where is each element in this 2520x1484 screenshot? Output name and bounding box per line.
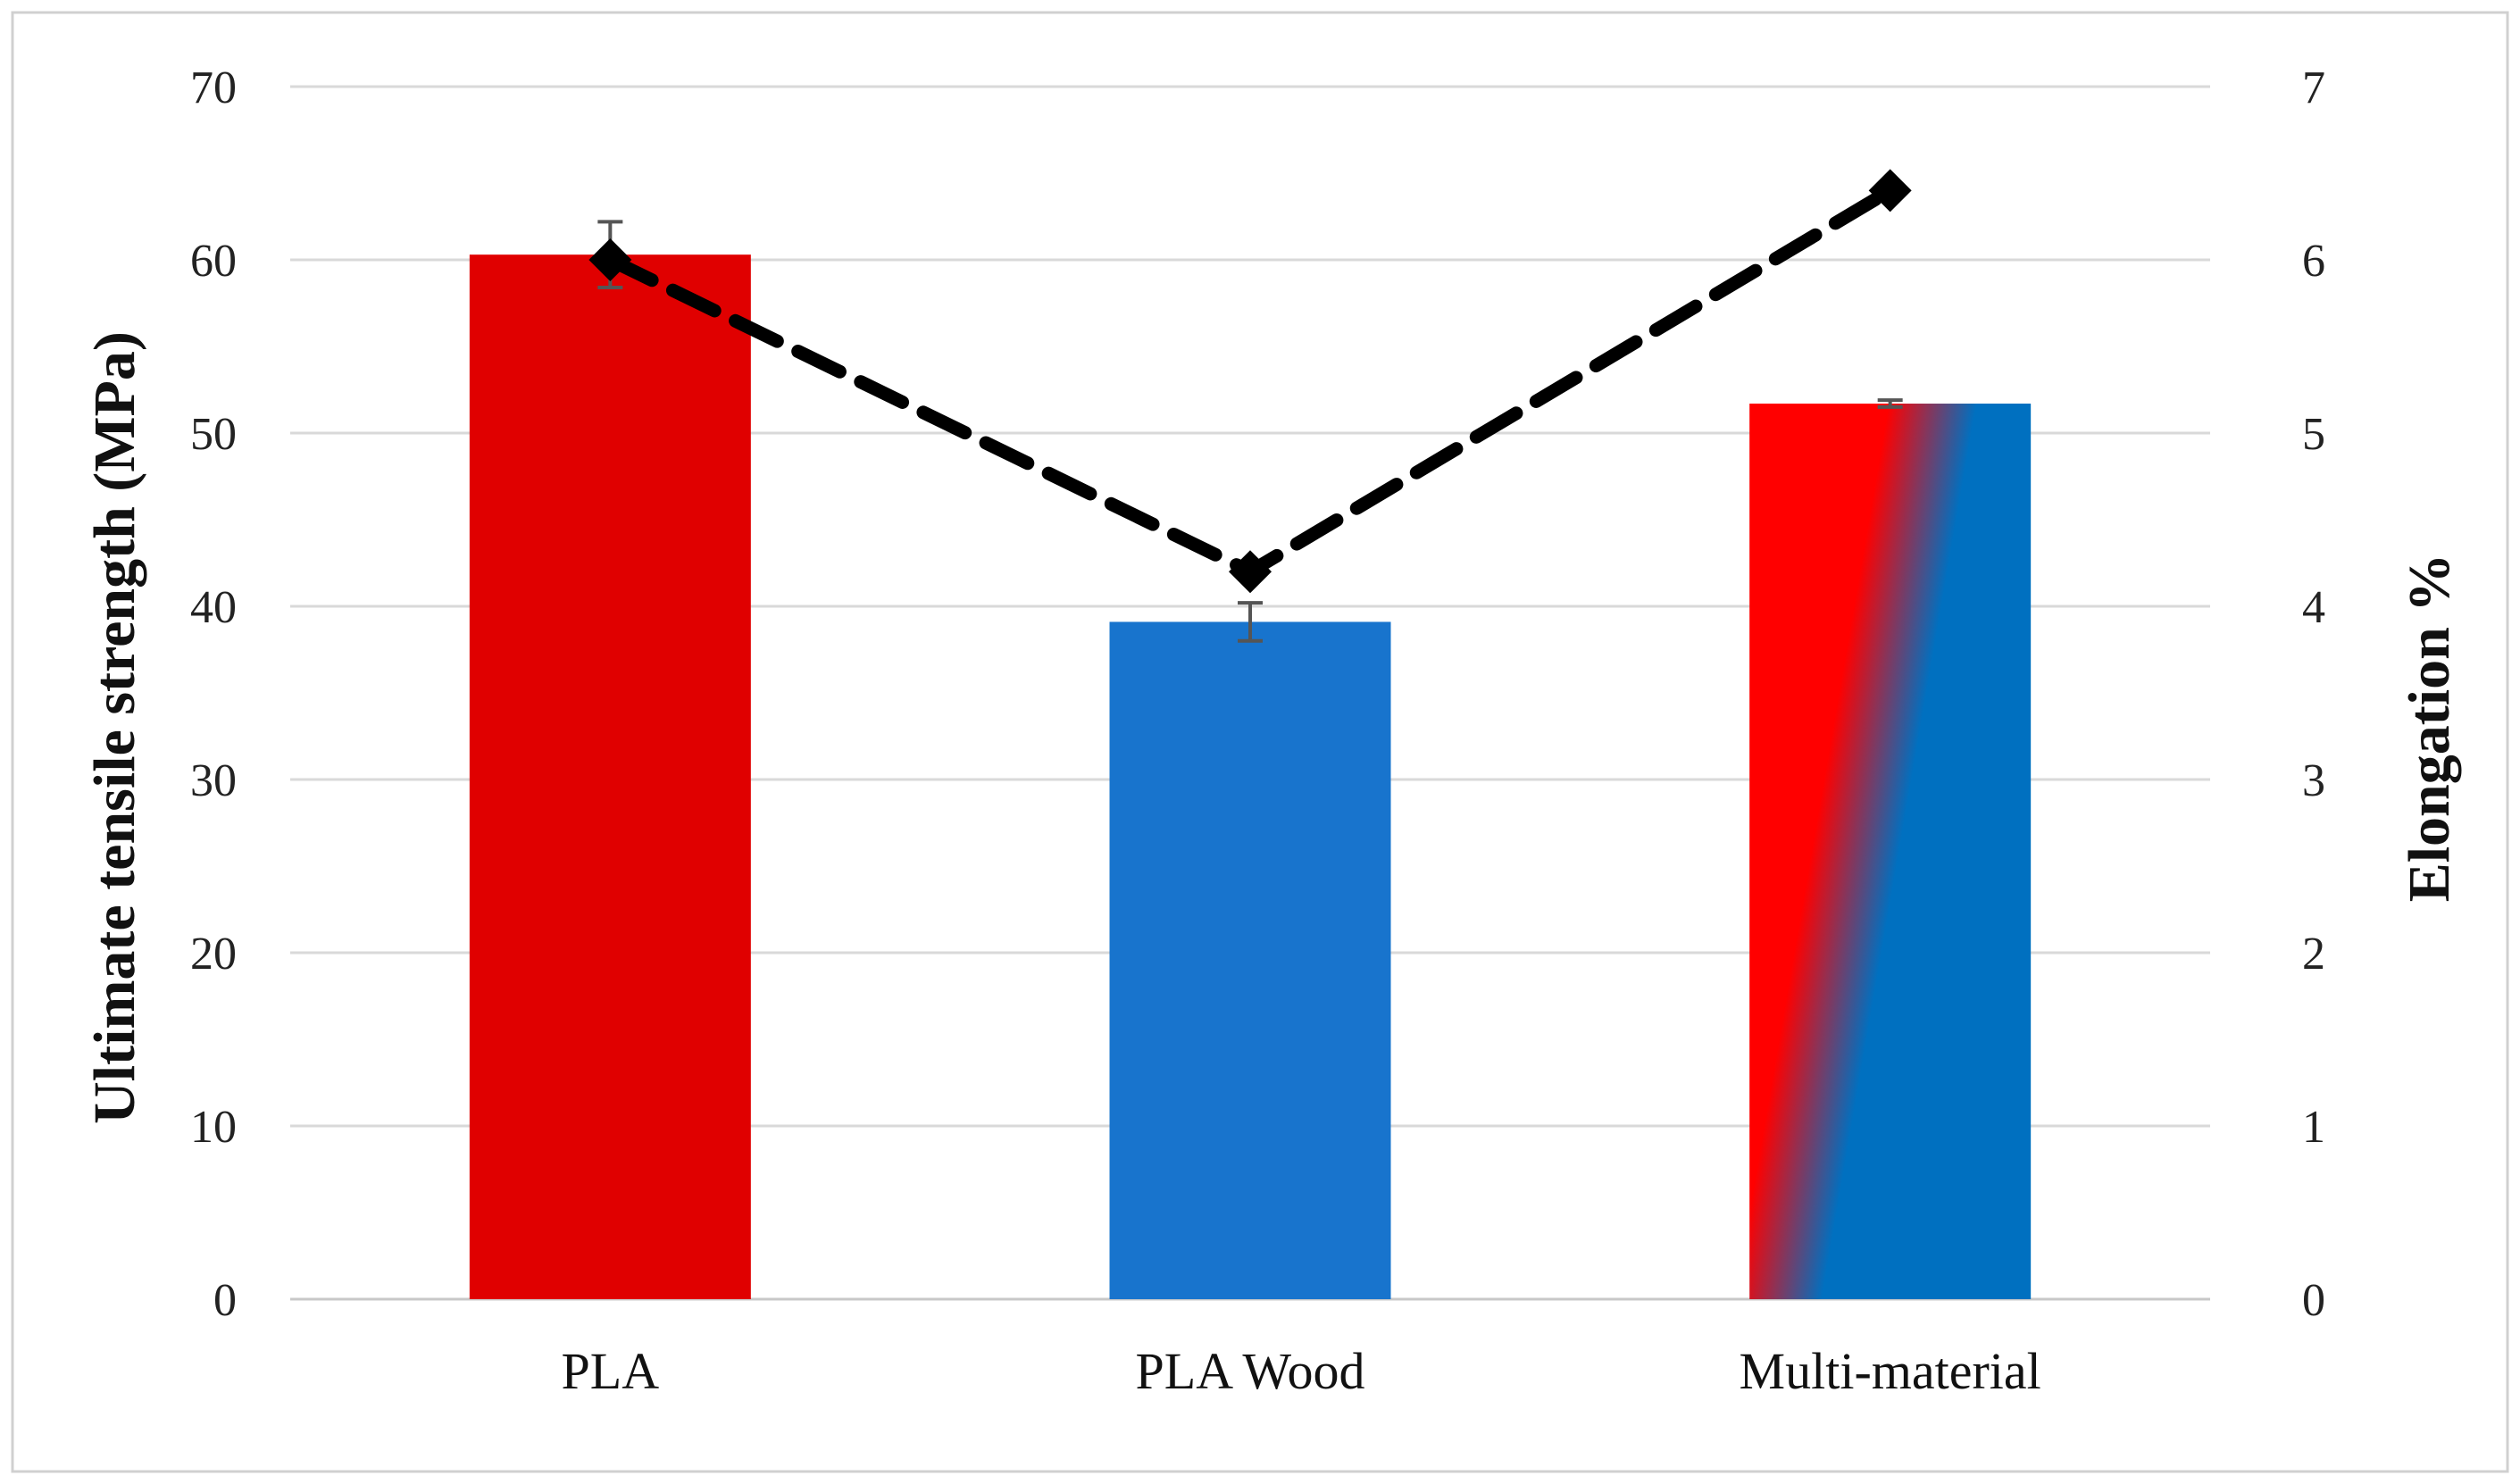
elongation-markers bbox=[588, 169, 1912, 594]
y-tick-label-right: 3 bbox=[2302, 755, 2325, 806]
elongation-marker bbox=[1868, 169, 1912, 213]
category-label: Multi-material bbox=[1740, 1342, 2041, 1400]
category-label: PLA bbox=[562, 1342, 660, 1400]
y-tick-label-right: 7 bbox=[2302, 63, 2325, 113]
bar bbox=[469, 254, 751, 1300]
bar bbox=[1109, 621, 1391, 1299]
y-tick-label-left: 10 bbox=[190, 1102, 237, 1153]
y-tick-label-left: 30 bbox=[190, 755, 237, 806]
y-tick-label-right: 0 bbox=[2302, 1275, 2325, 1326]
y-tick-label-right: 2 bbox=[2302, 929, 2325, 980]
elongation-marker bbox=[1229, 550, 1272, 594]
y-tick-label-left: 20 bbox=[190, 929, 237, 980]
y-tick-label-right: 4 bbox=[2302, 582, 2325, 633]
y-tick-label-left: 0 bbox=[213, 1275, 237, 1326]
bars bbox=[469, 254, 2032, 1300]
y-tick-label-left: 40 bbox=[190, 582, 237, 633]
y-tick-label-left: 50 bbox=[190, 409, 237, 460]
y-ticks-right: 0 1 2 3 4 5 6 7 bbox=[2302, 63, 2325, 1326]
y-ticks-left: 0 10 20 30 40 50 60 70 bbox=[190, 63, 237, 1326]
y-tick-label-left: 70 bbox=[190, 63, 237, 113]
y-axis-title-left: Ultimate tensile strength (MPa) bbox=[82, 331, 147, 1124]
y-tick-label-right: 5 bbox=[2302, 409, 2325, 460]
bar bbox=[1749, 404, 2032, 1299]
elongation-marker bbox=[588, 238, 632, 281]
category-label: PLA Wood bbox=[1136, 1342, 1365, 1400]
y-tick-label-right: 1 bbox=[2302, 1102, 2325, 1153]
category-labels: PLA PLA Wood Multi-material bbox=[562, 1342, 2041, 1400]
y-axis-title-right: Elongation % bbox=[2397, 554, 2462, 903]
y-tick-label-left: 60 bbox=[190, 236, 237, 287]
y-tick-label-right: 6 bbox=[2302, 236, 2325, 287]
